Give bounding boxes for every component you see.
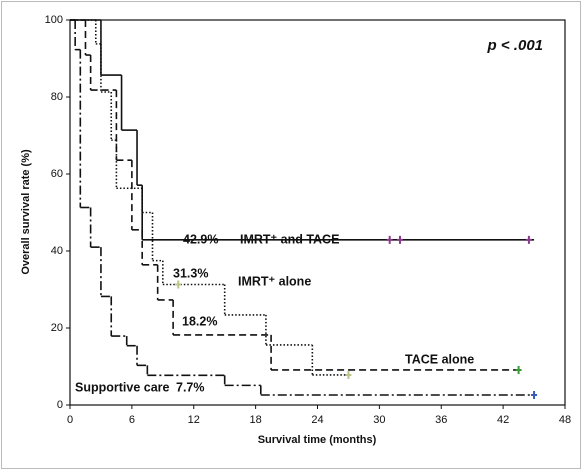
series-name: IMRT⁺ alone (238, 274, 311, 288)
series-value-label: 18.2% (182, 314, 217, 328)
y-axis-label: Overall survival rate (%) (20, 149, 32, 275)
x-tick-label: 42 (497, 414, 509, 426)
x-tick-label: 18 (250, 414, 262, 426)
censor-mark (175, 280, 182, 289)
y-tick-label: 100 (45, 14, 63, 26)
y-tick-label: 0 (57, 399, 63, 411)
censor-mark (397, 235, 403, 244)
x-tick-label: 30 (373, 414, 385, 426)
x-tick-label: 24 (311, 414, 323, 426)
x-tick-label: 36 (435, 414, 447, 426)
series-value-label: 7.7% (176, 380, 205, 394)
y-tick-label: 20 (51, 322, 63, 334)
series-value-label: 31.3% (173, 266, 208, 280)
p-value: p < .001 (487, 37, 543, 54)
plot-area (69, 19, 566, 406)
y-tick-label: 40 (51, 245, 63, 257)
series-name: TACE alone (405, 352, 474, 366)
censor-mark (386, 235, 393, 244)
x-tick-label: 6 (129, 414, 135, 426)
series-name: IMRT⁺ and TACE (240, 232, 339, 246)
y-tick-label: 60 (51, 168, 63, 180)
x-tick-label: 12 (188, 414, 200, 426)
x-tick-label: 0 (67, 414, 73, 426)
series-name: Supportive care (75, 380, 170, 394)
censor-mark (515, 365, 522, 374)
censor-mark (531, 390, 538, 399)
series-value-label: 42.9% (183, 232, 218, 246)
y-tick-label: 80 (51, 91, 63, 103)
censor-mark (525, 235, 532, 244)
censor-mark (345, 370, 352, 379)
x-tick-label: 48 (559, 414, 571, 426)
x-axis-label: Survival time (months) (258, 434, 377, 446)
